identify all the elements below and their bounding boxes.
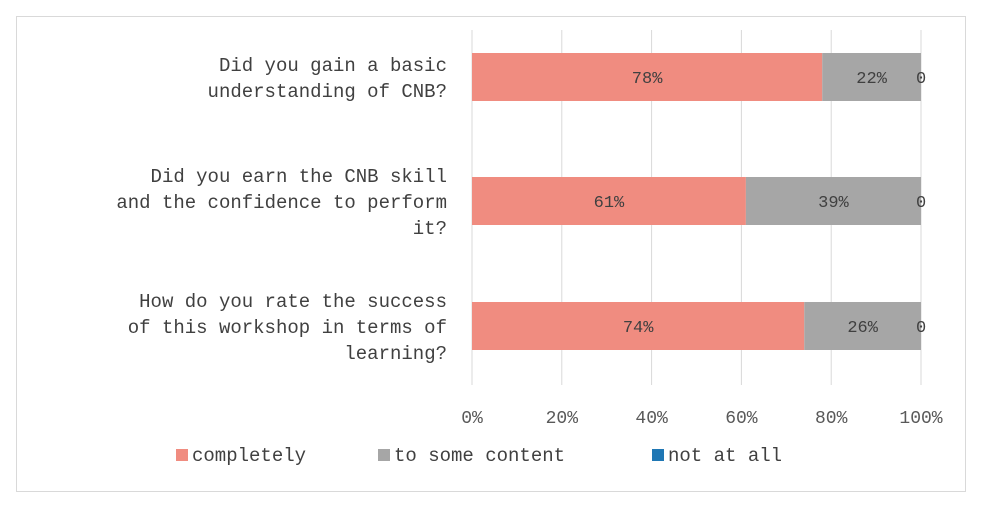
category-labels: Did you gain a basic understanding of CNB… [116, 55, 447, 365]
legend-swatch [378, 449, 390, 461]
legend-item-completely[interactable]: completely [176, 445, 306, 467]
legend-label: completely [192, 445, 306, 467]
data-label: 26% [847, 319, 878, 338]
category-label: How do you rate the success of this works… [128, 291, 447, 365]
legend-item-not-at-all[interactable]: not at all [652, 445, 782, 467]
legend-label: not at all [668, 445, 782, 467]
category-label: Did you gain a basic understanding of CNB… [208, 55, 447, 103]
legend-item-to-some-content[interactable]: to some content [378, 445, 565, 467]
data-label: 61% [594, 194, 625, 213]
data-label: 22% [856, 70, 887, 89]
legend-label: to some content [394, 445, 565, 467]
data-label: 74% [623, 319, 654, 338]
x-tick-label: 20% [546, 409, 579, 429]
bar-segment-to-some-content [822, 53, 921, 101]
category-label: Did you earn the CNB skill and the confid… [116, 166, 447, 240]
x-tick-label: 60% [725, 409, 758, 429]
bar-segment-completely [472, 302, 805, 350]
legend[interactable]: completely to some content not at all [176, 445, 782, 467]
x-tick-label: 0% [461, 409, 483, 429]
bar-segment-completely [472, 53, 823, 101]
bars [472, 53, 921, 350]
bar-segment-to-some-content [745, 177, 921, 225]
bar-labels: 78% 22% 0 61% 39% 0 74% 26% 0 [594, 70, 927, 338]
bar-segment-to-some-content [804, 302, 921, 350]
legend-swatch [176, 449, 188, 461]
bar-segment-completely [472, 177, 746, 225]
data-label: 0 [916, 70, 926, 89]
x-tick-label: 100% [899, 409, 942, 429]
x-tick-labels: 0% 20% 40% 60% 80% 100% [461, 409, 943, 429]
data-label: 0 [916, 319, 926, 338]
data-label: 0 [916, 194, 926, 213]
legend-swatch [652, 449, 664, 461]
x-tick-label: 80% [815, 409, 848, 429]
x-tick-label: 40% [635, 409, 668, 429]
data-label: 78% [632, 70, 663, 89]
data-label: 39% [818, 194, 849, 213]
